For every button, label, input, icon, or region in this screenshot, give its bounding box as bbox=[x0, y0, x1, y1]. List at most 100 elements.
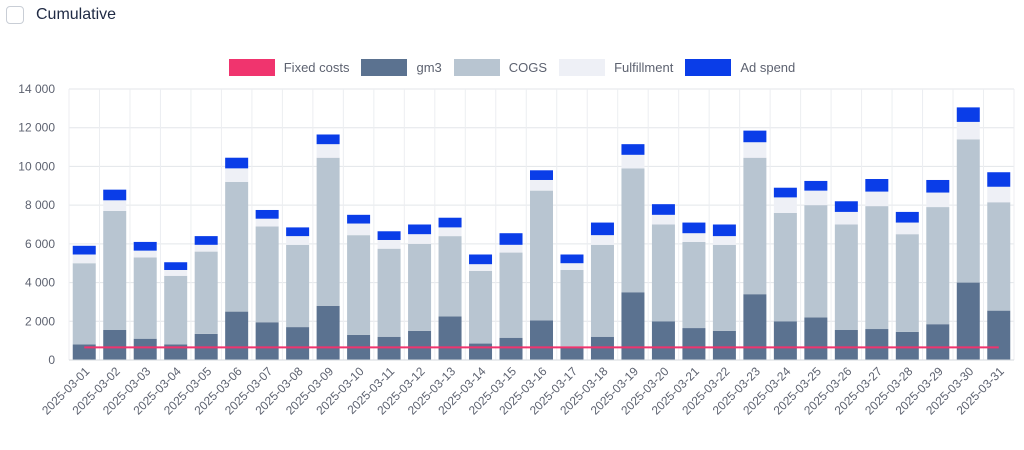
legend-swatch-gm3 bbox=[361, 59, 408, 76]
bar-gm3 bbox=[469, 343, 493, 360]
bar-gm3 bbox=[987, 310, 1011, 360]
bar-ad-spend bbox=[408, 224, 432, 235]
bar-cogs bbox=[804, 205, 828, 318]
bar-gm3 bbox=[286, 327, 310, 360]
legend-label-fulfillment: Fulfillment bbox=[614, 60, 674, 75]
bar-ad-spend bbox=[712, 224, 736, 237]
bar-gm3 bbox=[530, 320, 553, 360]
bar-fulfillment bbox=[316, 144, 340, 158]
bar-ad-spend bbox=[956, 107, 980, 122]
bar-fulfillment bbox=[133, 250, 157, 258]
bar-cogs bbox=[408, 243, 432, 331]
bar-fulfillment bbox=[956, 121, 980, 140]
bar-gm3 bbox=[804, 317, 828, 360]
bar-ad-spend bbox=[469, 254, 493, 265]
bar-fulfillment bbox=[255, 218, 279, 227]
bar-gm3 bbox=[103, 329, 127, 360]
bar-ad-spend bbox=[743, 130, 767, 143]
bar-fulfillment bbox=[682, 233, 706, 242]
cumulative-checkbox[interactable] bbox=[6, 6, 24, 24]
bar-fulfillment bbox=[743, 142, 767, 158]
bar-gm3 bbox=[773, 321, 797, 360]
bar-cogs bbox=[286, 244, 310, 328]
bar-fulfillment bbox=[286, 236, 310, 245]
bar-ad-spend bbox=[72, 245, 96, 255]
bar-fulfillment bbox=[773, 197, 797, 213]
bar-gm3 bbox=[712, 330, 736, 360]
bar-fulfillment bbox=[499, 244, 523, 253]
bar-cogs bbox=[560, 269, 584, 347]
bar-ad-spend bbox=[133, 241, 157, 251]
y-tick-label: 10 000 bbox=[18, 159, 55, 173]
legend-label-ad-spend: Ad spend bbox=[740, 60, 796, 75]
bar-gm3 bbox=[865, 329, 889, 360]
bar-ad-spend bbox=[560, 254, 584, 264]
bar-cogs bbox=[773, 212, 797, 322]
bar-gm3 bbox=[651, 321, 675, 360]
bar-ad-spend bbox=[499, 233, 523, 245]
bar-ad-spend bbox=[621, 144, 645, 155]
legend-label-gm3: gm3 bbox=[416, 60, 442, 75]
bar-gm3 bbox=[682, 328, 706, 360]
bar-cogs bbox=[133, 257, 157, 339]
bar-fulfillment bbox=[865, 191, 889, 207]
bar-cogs bbox=[316, 157, 340, 306]
bar-gm3 bbox=[408, 330, 432, 360]
bar-ad-spend bbox=[103, 189, 127, 201]
y-tick-label: 8 000 bbox=[25, 198, 55, 212]
bar-fulfillment bbox=[408, 234, 432, 244]
bar-cogs bbox=[926, 207, 950, 325]
bar-gm3 bbox=[621, 292, 645, 360]
bar-gm3 bbox=[743, 294, 767, 360]
bar-cogs bbox=[743, 157, 767, 295]
bar-gm3 bbox=[834, 329, 858, 360]
bar-fulfillment bbox=[225, 168, 249, 182]
bar-fulfillment bbox=[712, 236, 736, 245]
bar-ad-spend bbox=[194, 236, 218, 245]
bar-ad-spend bbox=[865, 179, 889, 192]
legend-item-fixed-costs[interactable]: Fixed costs bbox=[228, 59, 350, 76]
bar-cogs bbox=[865, 206, 889, 330]
bar-cogs bbox=[895, 234, 919, 332]
cumulative-label: Cumulative bbox=[36, 6, 117, 23]
bar-ad-spend bbox=[987, 172, 1011, 187]
legend-swatch-cogs bbox=[453, 59, 500, 76]
y-tick-label: 0 bbox=[48, 353, 55, 367]
bar-fulfillment bbox=[103, 200, 127, 211]
bar-ad-spend bbox=[804, 180, 828, 191]
bar-ad-spend bbox=[773, 187, 797, 198]
bar-ad-spend bbox=[347, 214, 371, 224]
bar-cogs bbox=[530, 190, 553, 321]
bar-fulfillment bbox=[438, 227, 462, 237]
bar-cogs bbox=[438, 236, 462, 317]
bar-fulfillment bbox=[164, 269, 188, 276]
bar-gm3 bbox=[560, 346, 584, 360]
bar-cogs bbox=[987, 202, 1011, 311]
bar-fulfillment bbox=[926, 192, 950, 208]
legend-label-fixed-costs: Fixed costs bbox=[283, 60, 350, 75]
bar-cogs bbox=[103, 210, 127, 330]
bar-cogs bbox=[834, 224, 858, 330]
bar-cogs bbox=[164, 275, 188, 345]
bar-gm3 bbox=[956, 282, 980, 360]
cumulative-toggle[interactable]: Cumulative bbox=[6, 6, 116, 24]
bar-gm3 bbox=[926, 324, 950, 360]
bar-ad-spend bbox=[255, 209, 279, 219]
bar-cogs bbox=[651, 224, 675, 322]
bar-cogs bbox=[194, 251, 218, 334]
bar-cogs bbox=[712, 244, 736, 331]
bar-cogs bbox=[682, 241, 706, 329]
bar-gm3 bbox=[316, 305, 340, 360]
legend-item-fulfillment[interactable]: Fulfillment bbox=[559, 59, 673, 76]
bar-ad-spend bbox=[651, 204, 675, 215]
bar-cogs bbox=[377, 248, 401, 337]
bar-ad-spend bbox=[926, 179, 950, 193]
legend-item-cogs[interactable]: COGS bbox=[453, 59, 548, 76]
legend-label-cogs: COGS bbox=[508, 60, 548, 75]
bar-cogs bbox=[225, 181, 249, 312]
legend-item-gm3[interactable]: gm3 bbox=[361, 59, 442, 76]
bar-fulfillment bbox=[72, 254, 96, 264]
bar-fulfillment bbox=[530, 179, 553, 191]
legend-item-ad-spend[interactable]: Ad spend bbox=[685, 59, 795, 76]
bar-fulfillment bbox=[987, 186, 1011, 203]
